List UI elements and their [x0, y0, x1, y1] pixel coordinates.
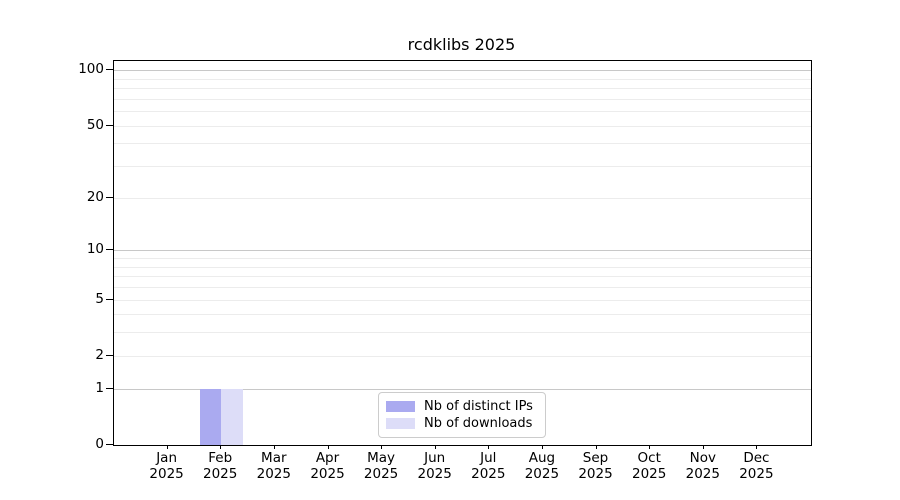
- ytick-label-1: 1: [95, 379, 104, 396]
- gridline-minor-3: [114, 332, 811, 334]
- legend-item-distinct-ips: Nb of distinct IPs: [386, 398, 537, 415]
- xtick-label-aug: Aug 2025: [524, 450, 560, 482]
- ytick-mark-0: [106, 444, 113, 445]
- legend-label-distinct-ips: Nb of distinct IPs: [424, 399, 533, 414]
- xtick-label-oct: Oct 2025: [632, 450, 667, 482]
- xtick-mark-jun: [434, 445, 436, 449]
- ytick-mark-5: [106, 298, 113, 300]
- xtick-label-apr: Apr 2025: [310, 450, 345, 482]
- ytick-label-10: 10: [86, 241, 104, 258]
- bar-distinct-ips-feb: [199, 388, 222, 445]
- gridline-minor-7: [114, 276, 811, 278]
- xtick-label-nov: Nov 2025: [685, 450, 720, 482]
- legend-label-downloads: Nb of downloads: [424, 416, 533, 431]
- legend: Nb of distinct IPs Nb of downloads: [378, 392, 546, 438]
- gridline-minor-2: [114, 355, 811, 357]
- legend-item-downloads: Nb of downloads: [386, 415, 537, 432]
- bar-downloads-feb: [221, 388, 243, 445]
- xtick-label-mar: Mar 2025: [256, 450, 291, 482]
- legend-swatch-downloads: [386, 418, 415, 429]
- ytick-mark-20: [106, 196, 113, 198]
- xtick-mark-dec: [756, 445, 758, 449]
- gridline-minor-8: [114, 266, 811, 268]
- xtick-mark-may: [381, 445, 383, 449]
- xtick-label-dec: Dec 2025: [739, 450, 774, 482]
- gridline-minor-30: [114, 166, 811, 168]
- gridline-minor-9: [114, 258, 811, 259]
- xtick-mark-apr: [327, 445, 329, 449]
- gridline-minor-90: [114, 78, 811, 80]
- xtick-mark-feb: [220, 445, 222, 449]
- gridline-minor-20: [114, 197, 811, 199]
- gridline-minor-50: [114, 125, 811, 127]
- xtick-label-jul: Jul 2025: [471, 450, 506, 482]
- plot-area: Nb of distinct IPs Nb of downloads: [113, 60, 812, 446]
- xtick-mark-jul: [488, 445, 490, 449]
- gridline-major-100: [114, 70, 811, 72]
- chart-title: rcdklibs 2025: [407, 35, 516, 54]
- xtick-label-sep: Sep 2025: [578, 450, 613, 482]
- gridline-minor-40: [114, 143, 811, 145]
- ytick-label-2: 2: [95, 346, 104, 363]
- xtick-label-may: May 2025: [363, 450, 399, 482]
- xtick-mark-sep: [595, 445, 597, 449]
- gridline-minor-60: [114, 111, 811, 113]
- gridline-major-10: [114, 250, 811, 252]
- xtick-label-jan: Jan 2025: [149, 450, 184, 482]
- gridline-major-1: [114, 388, 811, 390]
- gridline-minor-80: [114, 88, 811, 90]
- ytick-label-20: 20: [86, 188, 104, 205]
- xtick-mark-jan: [166, 445, 168, 449]
- xtick-mark-aug: [541, 445, 543, 449]
- gridline-minor-5: [114, 299, 811, 301]
- gridline-minor-6: [114, 287, 811, 288]
- legend-swatch-distinct-ips: [386, 401, 415, 412]
- gridline-minor-70: [114, 98, 811, 100]
- ytick-mark-100: [106, 69, 113, 71]
- ytick-mark-50: [106, 124, 113, 126]
- xtick-mark-mar: [273, 445, 275, 449]
- ytick-mark-10: [106, 249, 113, 251]
- xtick-mark-nov: [702, 445, 704, 449]
- ytick-label-50: 50: [86, 116, 104, 133]
- gridline-minor-4: [114, 314, 811, 316]
- ytick-mark-1: [106, 387, 113, 389]
- ytick-label-0: 0: [95, 436, 104, 452]
- xtick-label-jun: Jun 2025: [417, 450, 452, 482]
- xtick-mark-oct: [649, 445, 651, 449]
- ytick-mark-2: [106, 354, 113, 356]
- ytick-label-100: 100: [78, 61, 104, 78]
- xtick-label-feb: Feb 2025: [203, 450, 238, 482]
- ytick-label-5: 5: [95, 290, 104, 307]
